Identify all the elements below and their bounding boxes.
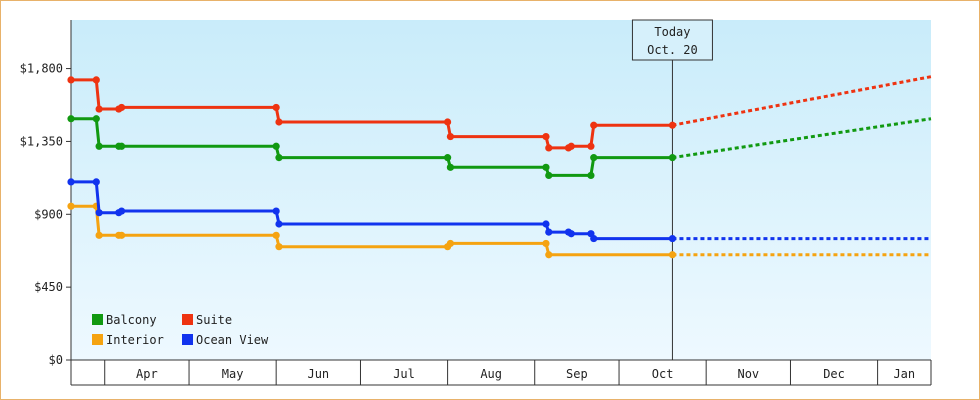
data-point-balcony <box>92 115 100 123</box>
data-point-suite <box>587 142 595 150</box>
data-point-ocean-view <box>590 234 598 243</box>
data-point-ocean-view <box>272 207 280 215</box>
legend-swatch-suite <box>182 314 193 325</box>
y-tick-label: $450 <box>34 280 63 294</box>
data-point-suite <box>668 121 677 129</box>
legend-swatch-balcony <box>92 314 103 325</box>
x-tick-label: Sep <box>566 367 588 381</box>
x-tick-label: Oct <box>652 367 674 381</box>
data-point-ocean-view <box>92 178 100 186</box>
series-ocean-view <box>67 178 931 243</box>
series-forecast-suite <box>672 75 932 127</box>
data-point-ocean-view <box>668 234 677 243</box>
legend-label-ocean-view: Ocean View <box>196 333 269 347</box>
data-point-balcony <box>67 115 75 123</box>
y-tick-label: $1,800 <box>20 62 63 76</box>
x-tick-label: Aug <box>480 367 502 381</box>
x-axis: Apr May Jun Jul Aug Sep Oct Nov Dec Jan <box>71 359 932 386</box>
today-label-box <box>631 19 713 61</box>
data-point-interior <box>117 231 126 239</box>
legend: Balcony Suite Interior Ocean View <box>92 313 269 347</box>
data-point-suite <box>446 132 455 141</box>
data-point-balcony <box>587 171 595 180</box>
data-point-suite <box>92 76 100 84</box>
data-point-suite <box>67 76 75 84</box>
data-point-balcony <box>444 154 452 162</box>
data-point-suite <box>272 103 280 112</box>
data-point-suite <box>117 103 126 112</box>
data-point-ocean-view <box>275 220 283 228</box>
y-tick-label: $0 <box>49 353 63 367</box>
data-point-balcony <box>545 171 553 180</box>
data-point-balcony <box>590 154 598 162</box>
today-marker: Today Oct. 20 <box>631 19 713 360</box>
data-point-interior <box>95 231 103 239</box>
data-point-suite <box>275 118 283 126</box>
x-tick-label: May <box>222 367 244 381</box>
data-point-ocean-view <box>95 209 103 217</box>
data-point-balcony <box>117 142 126 150</box>
data-point-ocean-view <box>567 230 575 238</box>
legend-swatch-ocean-view <box>182 334 193 345</box>
data-point-balcony <box>668 154 677 162</box>
x-tick-label: Nov <box>737 367 759 381</box>
legend-label-interior: Interior <box>106 333 164 347</box>
x-tick-label: Jan <box>893 367 915 381</box>
series-layer <box>67 75 932 259</box>
x-tick-label: Apr <box>136 367 158 381</box>
data-point-ocean-view <box>545 228 553 236</box>
data-point-balcony <box>542 163 550 171</box>
legend-swatch-interior <box>92 334 103 345</box>
legend-label-suite: Suite <box>196 313 232 327</box>
data-point-ocean-view <box>67 178 75 186</box>
x-tick-label: Jul <box>393 367 415 381</box>
data-point-interior <box>446 239 455 248</box>
today-label-line1: Today <box>654 25 690 39</box>
data-point-interior <box>542 239 550 248</box>
data-point-interior <box>272 231 280 239</box>
data-point-suite <box>444 118 452 126</box>
x-tick-label: Dec <box>823 367 845 381</box>
data-point-balcony <box>95 142 103 150</box>
data-point-suite <box>590 121 598 129</box>
data-point-interior <box>67 202 75 210</box>
series-line-suite <box>71 78 673 150</box>
today-label-line2: Oct. 20 <box>647 43 698 57</box>
series-suite <box>67 75 932 152</box>
x-tick-label: Jun <box>307 367 329 381</box>
data-point-balcony <box>272 142 280 150</box>
data-point-suite <box>567 142 575 150</box>
data-point-ocean-view <box>542 220 550 228</box>
data-point-interior <box>275 243 283 251</box>
series-balcony <box>67 115 932 180</box>
data-point-balcony <box>275 154 283 162</box>
plot-area <box>71 20 931 360</box>
legend-label-balcony: Balcony <box>106 313 157 327</box>
data-point-suite <box>545 144 553 152</box>
data-point-interior <box>545 251 553 259</box>
series-forecast-balcony <box>672 117 932 160</box>
data-point-interior <box>668 251 677 259</box>
data-point-ocean-view <box>117 207 126 215</box>
data-point-balcony <box>446 163 455 171</box>
y-tick-label: $1,350 <box>20 134 63 148</box>
data-point-suite <box>95 105 103 113</box>
series-interior <box>67 202 931 259</box>
data-point-suite <box>542 132 550 141</box>
y-tick-label: $900 <box>34 207 63 221</box>
y-axis: $0 $450 $900 $1,350 $1,800 <box>20 20 72 385</box>
